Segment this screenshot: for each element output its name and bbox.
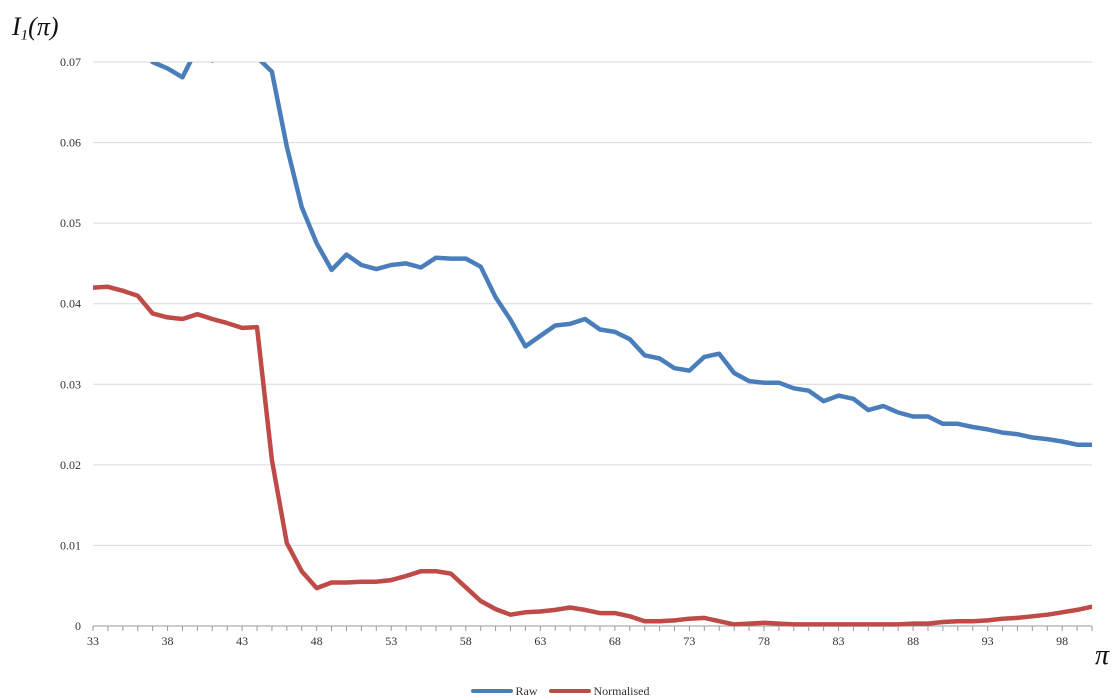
x-tick-label: 43 [236,634,248,648]
gridlines [93,61,1092,627]
series-lines [93,62,1092,627]
y-tick-label: 0 [75,619,81,633]
x-tick-label: 88 [907,634,919,648]
x-tick-label: 58 [460,634,472,648]
y-tick-label: 0.06 [60,136,81,150]
y-tick-label: 0.02 [60,458,81,472]
x-tick-label: 93 [982,634,994,648]
y-tick-label: 0.03 [60,377,81,391]
x-tick-label: 63 [534,634,546,648]
legend-swatch-raw [470,689,513,693]
legend-item-normalised: Normalised [548,683,650,699]
x-tick-label: 38 [162,634,174,648]
legend: Raw Normalised [0,682,1120,699]
x-tick-label: 73 [683,634,695,648]
x-tick-label: 83 [833,634,845,648]
x-tick-label: 78 [758,634,770,648]
y-tick-label: 0.01 [60,538,81,552]
y-tick-label: 0.05 [60,216,81,230]
x-axis-ticks: 33 38 43 48 53 58 63 68 73 78 83 88 93 98 [87,626,1093,648]
legend-swatch-normalised [548,689,591,693]
y-axis-label: I1(π) [12,12,59,44]
y-tick-label: 0.07 [60,55,81,69]
x-axis-label: π [1095,640,1110,671]
legend-label-normalised: Normalised [593,683,650,698]
x-tick-label: 33 [87,634,99,648]
x-tick-label: 98 [1056,634,1068,648]
legend-item-raw: Raw [470,683,538,699]
x-tick-label: 48 [311,634,323,648]
legend-label-raw: Raw [515,683,538,698]
y-tick-label: 0.04 [60,297,81,311]
y-axis-ticks: 0 0.01 0.02 0.03 0.04 0.05 0.06 0.07 [60,55,81,633]
series-line-normalised [93,284,1092,627]
x-tick-label: 53 [385,634,397,648]
x-tick-label: 68 [609,634,621,648]
series-line-raw [150,62,1092,447]
